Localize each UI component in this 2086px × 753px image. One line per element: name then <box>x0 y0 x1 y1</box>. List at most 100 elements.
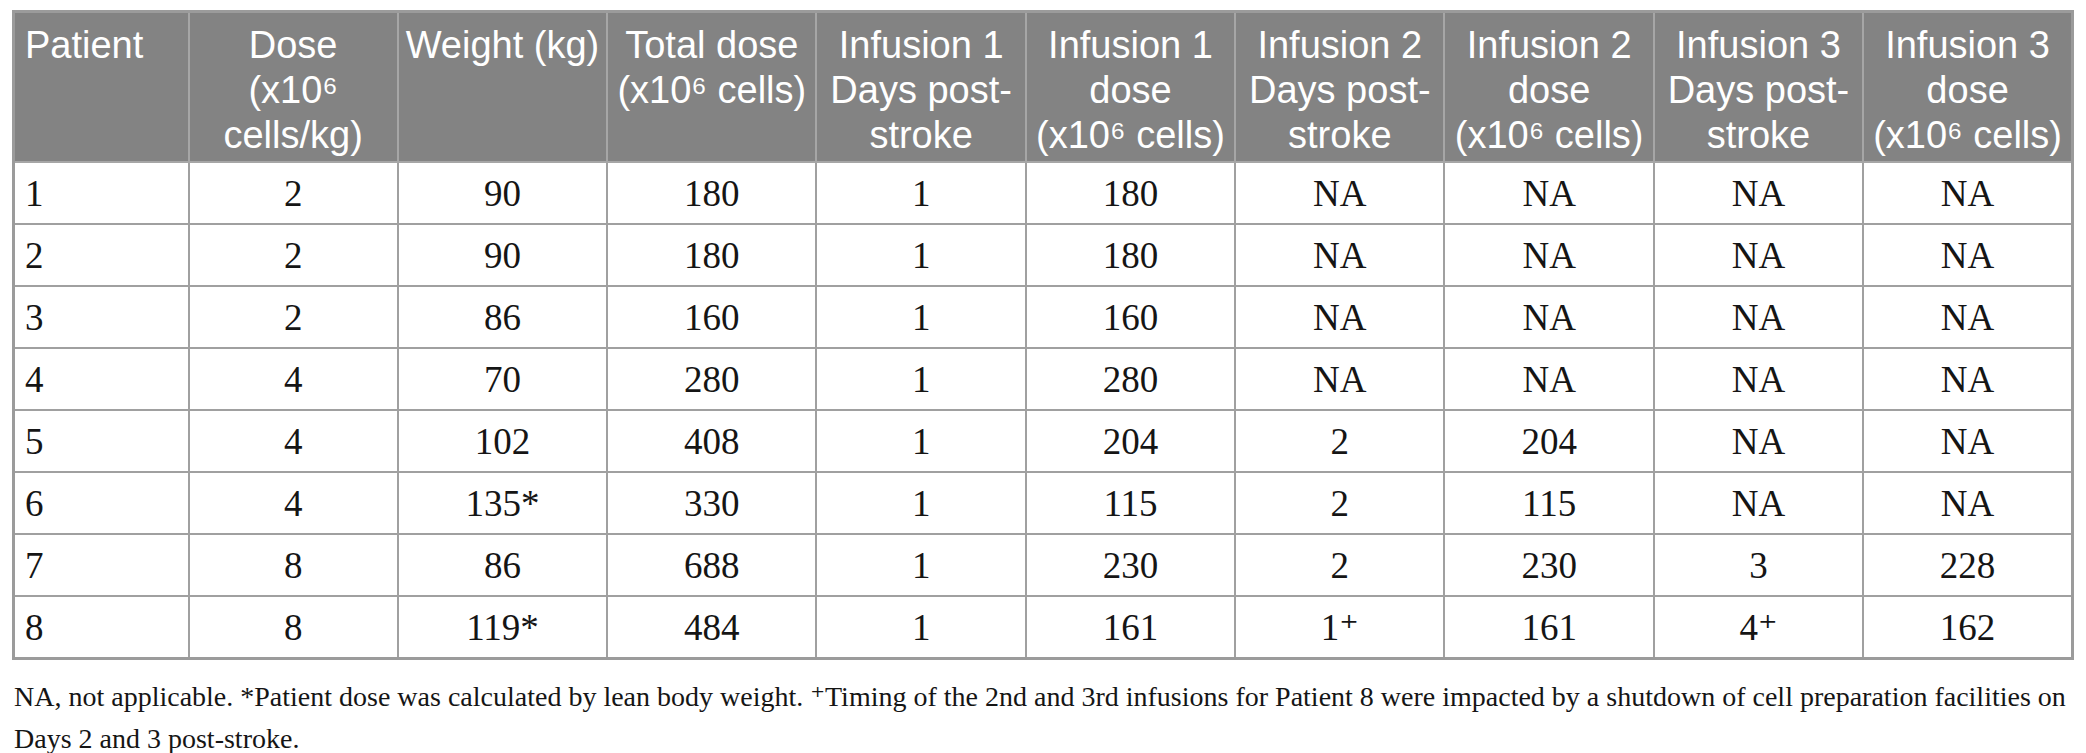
patient-id-cell: 8 <box>14 596 189 658</box>
table-cell: NA <box>1863 286 2072 348</box>
table-cell: NA <box>1235 286 1444 348</box>
column-header-total-dose: Total dose (x10⁶ cells) <box>607 12 816 163</box>
patient-id-cell: 6 <box>14 472 189 534</box>
table-cell: 160 <box>607 286 816 348</box>
table-cell: 230 <box>1444 534 1653 596</box>
table-cell: 90 <box>398 224 607 286</box>
table-cell: NA <box>1863 162 2072 224</box>
table-cell: NA <box>1444 286 1653 348</box>
table-row: 1 2 90 180 1 180 NA NA NA NA <box>14 162 2073 224</box>
table-cell: 228 <box>1863 534 2072 596</box>
table-cell: 119* <box>398 596 607 658</box>
patient-id-cell: 4 <box>14 348 189 410</box>
table-cell: 8 <box>189 534 398 596</box>
table-cell: 180 <box>607 224 816 286</box>
table-cell: 1 <box>816 596 1025 658</box>
table-row: 2 2 90 180 1 180 NA NA NA NA <box>14 224 2073 286</box>
column-header-infusion3-dose: Infusion 3 dose (x10⁶ cells) <box>1863 12 2072 163</box>
table-cell: NA <box>1444 162 1653 224</box>
table-row: 5 4 102 408 1 204 2 204 NA NA <box>14 410 2073 472</box>
table-cell: NA <box>1654 224 1863 286</box>
column-header-infusion2-dose: Infusion 2 dose (x10⁶ cells) <box>1444 12 1653 163</box>
patient-id-cell: 1 <box>14 162 189 224</box>
table-cell: 86 <box>398 534 607 596</box>
column-header-infusion1-dose: Infusion 1 dose (x10⁶ cells) <box>1026 12 1235 163</box>
table-cell: 2 <box>189 162 398 224</box>
table-cell: NA <box>1235 224 1444 286</box>
table-cell: 135* <box>398 472 607 534</box>
header-row: Patient Dose (x10⁶ cells/kg) Weight (kg)… <box>14 12 2073 163</box>
table-cell: 1 <box>816 348 1025 410</box>
column-header-dose-per-kg: Dose (x10⁶ cells/kg) <box>189 12 398 163</box>
table-cell: NA <box>1654 348 1863 410</box>
table-row: 3 2 86 160 1 160 NA NA NA NA <box>14 286 2073 348</box>
table-cell: 230 <box>1026 534 1235 596</box>
table-cell: 204 <box>1444 410 1653 472</box>
table-cell: NA <box>1654 472 1863 534</box>
table-cell: 160 <box>1026 286 1235 348</box>
column-header-infusion1-days: Infusion 1 Days post- stroke <box>816 12 1025 163</box>
table-cell: NA <box>1654 286 1863 348</box>
table-cell: 2 <box>1235 410 1444 472</box>
column-header-weight: Weight (kg) <box>398 12 607 163</box>
table-cell: 4 <box>189 410 398 472</box>
table-cell: 2 <box>189 286 398 348</box>
table-row: 8 8 119* 484 1 161 1⁺ 161 4⁺ 162 <box>14 596 2073 658</box>
table-cell: 162 <box>1863 596 2072 658</box>
table-cell: 280 <box>1026 348 1235 410</box>
table-cell: 102 <box>398 410 607 472</box>
table-cell: 1 <box>816 286 1025 348</box>
table-cell: NA <box>1654 410 1863 472</box>
table-cell: 161 <box>1444 596 1653 658</box>
table-cell: 90 <box>398 162 607 224</box>
table-cell: 161 <box>1026 596 1235 658</box>
table-cell: 3 <box>1654 534 1863 596</box>
table-cell: 115 <box>1026 472 1235 534</box>
table-cell: NA <box>1235 348 1444 410</box>
table-cell: 1⁺ <box>1235 596 1444 658</box>
table-cell: 115 <box>1444 472 1653 534</box>
table-cell: 180 <box>607 162 816 224</box>
table-cell: 70 <box>398 348 607 410</box>
table-cell: 4⁺ <box>1654 596 1863 658</box>
patient-infusion-dose-table: Patient Dose (x10⁶ cells/kg) Weight (kg)… <box>12 10 2074 660</box>
table-cell: 408 <box>607 410 816 472</box>
table-cell: 1 <box>816 162 1025 224</box>
table-cell: 1 <box>816 534 1025 596</box>
patient-id-cell: 3 <box>14 286 189 348</box>
patient-id-cell: 5 <box>14 410 189 472</box>
table-cell: NA <box>1863 224 2072 286</box>
table-cell: 4 <box>189 348 398 410</box>
column-header-infusion3-days: Infusion 3 Days post- stroke <box>1654 12 1863 163</box>
column-header-patient: Patient <box>14 12 189 163</box>
table-cell: NA <box>1444 224 1653 286</box>
table-cell: 2 <box>1235 534 1444 596</box>
table-row: 6 4 135* 330 1 115 2 115 NA NA <box>14 472 2073 534</box>
table-row: 4 4 70 280 1 280 NA NA NA NA <box>14 348 2073 410</box>
table-cell: NA <box>1235 162 1444 224</box>
table-cell: NA <box>1444 348 1653 410</box>
patient-id-cell: 2 <box>14 224 189 286</box>
table-cell: NA <box>1654 162 1863 224</box>
table-figure-page: Patient Dose (x10⁶ cells/kg) Weight (kg)… <box>0 0 2086 753</box>
table-cell: 2 <box>1235 472 1444 534</box>
table-cell: 180 <box>1026 162 1235 224</box>
table-cell: 484 <box>607 596 816 658</box>
table-row: 7 8 86 688 1 230 2 230 3 228 <box>14 534 2073 596</box>
patient-id-cell: 7 <box>14 534 189 596</box>
table-cell: NA <box>1863 348 2072 410</box>
table-cell: 688 <box>607 534 816 596</box>
table-cell: 86 <box>398 286 607 348</box>
table-cell: 1 <box>816 410 1025 472</box>
table-cell: 8 <box>189 596 398 658</box>
table-cell: 2 <box>189 224 398 286</box>
table-cell: 1 <box>816 472 1025 534</box>
table-cell: 1 <box>816 224 1025 286</box>
table-cell: 280 <box>607 348 816 410</box>
table-cell: NA <box>1863 472 2072 534</box>
table-cell: 4 <box>189 472 398 534</box>
table-cell: NA <box>1863 410 2072 472</box>
table-cell: 330 <box>607 472 816 534</box>
table-cell: 180 <box>1026 224 1235 286</box>
table-cell: 204 <box>1026 410 1235 472</box>
